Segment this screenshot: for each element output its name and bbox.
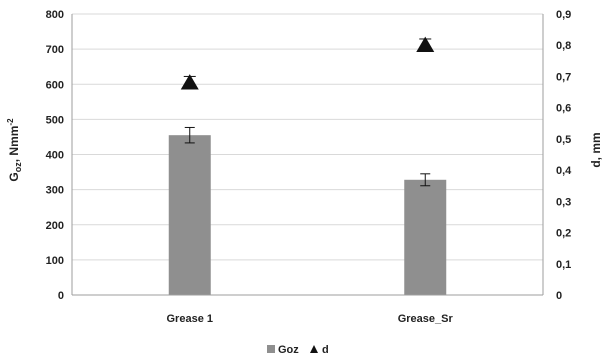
left-tick-label: 300 (46, 185, 64, 197)
point (180, 74, 199, 90)
category-label: Grease 1 (167, 313, 213, 325)
right-tick-label: 0 (556, 290, 562, 302)
right-axis-ticks: 0 0,1 0,2 0,3 0,4 0,5 0,6 0,7 0,8 0,9 (556, 9, 572, 302)
left-tick-label: 800 (46, 9, 64, 21)
scatter-series-d (180, 36, 435, 90)
left-axis-ticks: 0 100 200 300 400 500 600 700 800 (46, 9, 64, 302)
left-tick-label: 400 (46, 150, 64, 162)
right-tick-label: 0,4 (556, 165, 572, 177)
right-tick-label: 0,5 (556, 134, 571, 146)
bar (168, 135, 211, 295)
category-labels: Grease 1 Grease_Sr (167, 313, 454, 325)
right-tick-label: 0,3 (556, 196, 571, 208)
right-tick-label: 0,8 (556, 40, 571, 52)
legend-swatch-goz (267, 345, 275, 353)
left-tick-label: 600 (46, 79, 64, 91)
category-label: Grease_Sr (398, 313, 454, 325)
legend-label-d: d (322, 344, 329, 356)
right-tick-label: 0,1 (556, 259, 571, 271)
right-axis-title: d, mm (589, 132, 603, 167)
left-tick-label: 200 (46, 220, 64, 232)
bar (404, 179, 447, 295)
left-tick-label: 500 (46, 114, 64, 126)
left-axis-title: Goz, Nmm-2 (6, 118, 23, 182)
left-tick-label: 100 (46, 255, 64, 267)
right-tick-label: 0,2 (556, 228, 571, 240)
right-tick-label: 0,9 (556, 9, 571, 21)
legend: Goz d (267, 344, 329, 356)
legend-marker-d (310, 345, 318, 353)
legend-label-goz: Goz (278, 344, 299, 356)
gridlines (72, 13, 543, 261)
left-tick-label: 700 (46, 44, 64, 56)
axes (71, 14, 544, 296)
bar-series-goz (168, 126, 447, 295)
right-tick-label: 0,7 (556, 71, 571, 83)
right-tick-label: 0,6 (556, 103, 571, 115)
left-tick-label: 0 (58, 290, 64, 302)
point (416, 36, 435, 52)
